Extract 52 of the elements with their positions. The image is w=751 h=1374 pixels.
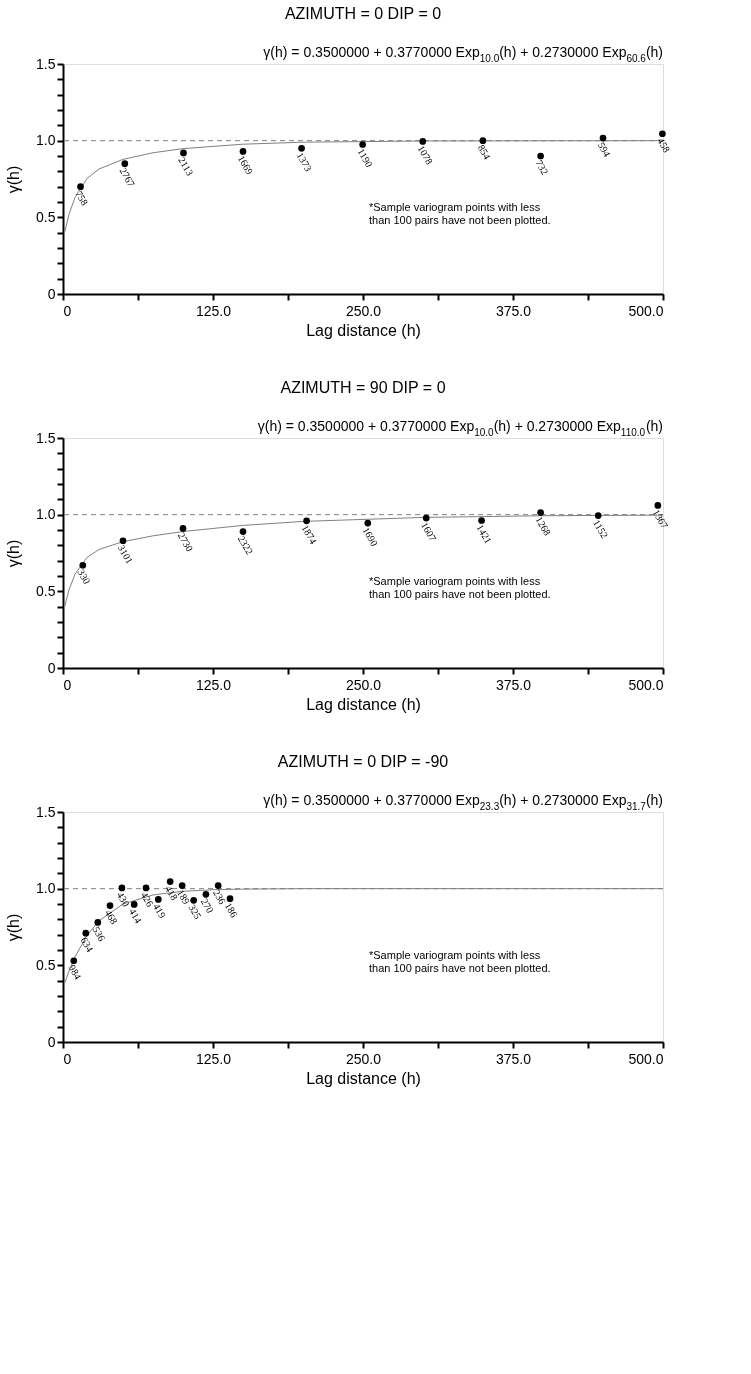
annotation: 854	[475, 142, 493, 162]
y-tick-label: 1.0	[36, 506, 56, 523]
y-axis-title: γ(h)	[5, 539, 23, 568]
x-tick-label: 250.0	[345, 302, 382, 319]
annotation: 594	[595, 140, 613, 159]
y-axis-title: γ(h)	[5, 913, 23, 942]
x-tick-label: 0	[63, 1050, 72, 1067]
x-axis-title: Lag distance (h)	[306, 321, 421, 339]
annotation: 732	[533, 158, 551, 177]
x-tick-label: 375.0	[495, 1050, 532, 1067]
y-tick-label: 1.0	[36, 880, 56, 897]
x-axis-title: Lag distance (h)	[306, 1069, 421, 1087]
y-axis-title: γ(h)	[5, 165, 23, 194]
annotation: 1607	[419, 520, 439, 543]
y-tick-label: 0.5	[36, 582, 56, 599]
y-tick-label: 0	[47, 659, 56, 676]
y-tick-label: 1.0	[36, 132, 56, 149]
x-tick-label: 0	[63, 302, 72, 319]
annotation: 2767	[117, 165, 138, 189]
x-tick-label: 125.0	[195, 676, 232, 693]
y-tick-label: 0	[47, 1033, 56, 1050]
y-tick-label: 0.5	[36, 956, 56, 973]
x-tick-label: 500.0	[628, 676, 664, 693]
annotation: *Sample variogram points with less than 100 pairs have not been plotted.	[369, 949, 551, 974]
annotation: 458	[655, 135, 673, 155]
x-axis-title: Lag distance (h)	[306, 695, 421, 713]
x-tick-label: 125.0	[195, 1050, 232, 1067]
y-tick-label: 0.5	[36, 208, 56, 225]
annotation: 1367	[650, 507, 671, 531]
annotation: 414	[127, 906, 145, 926]
annotation: 984	[66, 962, 84, 982]
chart-title: AZIMUTH = 90 DIP = 0	[280, 379, 446, 396]
x-tick-label: 500.0	[628, 1050, 664, 1067]
chart-title: AZIMUTH = 0 DIP = -90	[277, 753, 449, 770]
chart-title: AZIMUTH = 0 DIP = 0	[284, 5, 442, 22]
y-tick-label: 1.5	[36, 55, 56, 72]
x-tick-label: 250.0	[345, 676, 382, 693]
annotation: 430	[114, 890, 132, 909]
annotation: 758	[73, 188, 91, 208]
y-tick-label: 1.5	[36, 803, 56, 820]
x-tick-label: 375.0	[495, 302, 532, 319]
x-tick-label: 125.0	[195, 302, 232, 319]
annotation: 468	[102, 907, 120, 927]
annotation: *Sample variogram points with less than 100 pairs have not been plotted.	[369, 201, 551, 226]
x-tick-label: 0	[63, 676, 72, 693]
annotation: 330	[75, 567, 93, 586]
x-tick-label: 250.0	[345, 1050, 382, 1067]
x-tick-label: 375.0	[495, 676, 532, 693]
y-tick-label: 0	[47, 285, 56, 302]
y-tick-label: 1.5	[36, 429, 56, 446]
annotation: *Sample variogram points with less than 100 pairs have not been plotted.	[369, 575, 551, 600]
x-tick-label: 500.0	[628, 302, 664, 319]
